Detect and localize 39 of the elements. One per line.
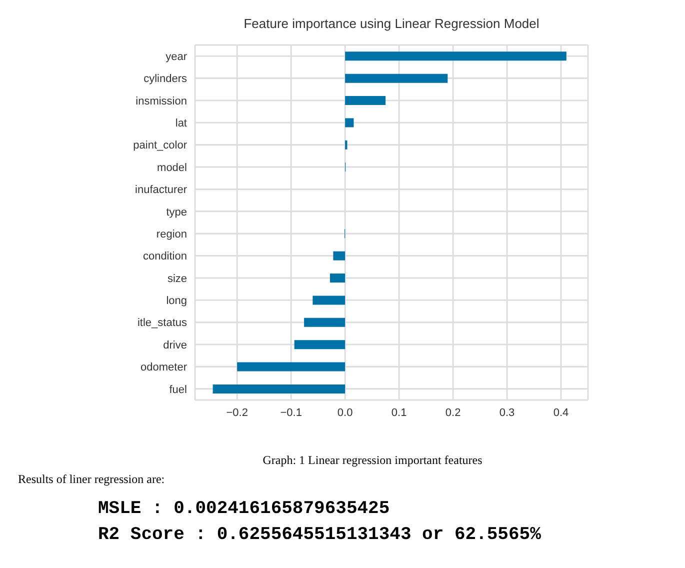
text: Results of liner regression are: [17, 472, 166, 487]
x-tick-label: −0.2 [226, 406, 248, 419]
y-tick-label: insmission [136, 95, 187, 108]
x-tick-label: 0.2 [445, 406, 461, 419]
x-tick-label: 0.0 [337, 406, 353, 419]
x-tick-label: −0.1 [280, 406, 302, 419]
x-tick-label: 0.3 [499, 406, 515, 419]
bar [330, 274, 346, 283]
y-tick-label: fuel [169, 384, 187, 396]
y-tick-label: lat [175, 118, 187, 130]
bar [312, 296, 346, 305]
y-tick-label: region [156, 228, 187, 240]
y-tick-label: itle_status [137, 317, 188, 330]
bar [345, 96, 386, 106]
y-tick-label: long [166, 295, 187, 308]
bar [212, 384, 346, 394]
bar [345, 52, 566, 61]
y-tick-label: drive [163, 339, 187, 352]
x-tick-label: 0.1 [391, 406, 407, 419]
bar [237, 362, 346, 372]
y-tick-label: size [167, 272, 187, 285]
text: MSLE : 0.002416165879635425 [97, 499, 391, 519]
y-tick-label: model [157, 162, 187, 174]
y-tick-label: type [166, 206, 187, 218]
y-tick-label: paint_color [133, 140, 188, 152]
bar [304, 318, 346, 327]
text: Graph: 1 Linear regression important features [262, 453, 484, 468]
y-tick-label: inufacturer [135, 184, 188, 196]
chart-title: Feature importance using Linear Regression Model [242, 15, 540, 33]
y-tick-label: cylinders [144, 73, 188, 86]
bar [333, 251, 346, 260]
y-tick-label: condition [142, 250, 187, 263]
bar [294, 340, 346, 350]
text: R2 Score : 0.6255645515131343 or 62.5565% [97, 525, 542, 545]
bar [345, 118, 354, 128]
y-tick-label: year [166, 51, 188, 63]
y-tick-label: odometer [140, 362, 188, 374]
bar [345, 74, 448, 83]
x-tick-label: 0.4 [553, 406, 569, 419]
